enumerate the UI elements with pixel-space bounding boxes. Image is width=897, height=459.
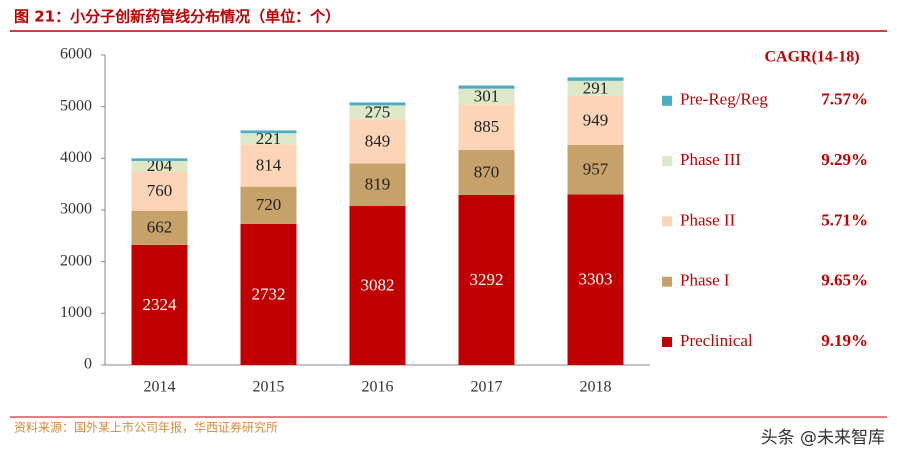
legend-swatch (662, 337, 672, 347)
y-tick-label: 2000 (60, 252, 92, 269)
x-tick-label: 2017 (471, 379, 503, 396)
y-tick-label: 3000 (60, 201, 92, 218)
legend-swatch (662, 276, 672, 287)
bar-segment (240, 223, 297, 365)
value-label: 662 (147, 218, 173, 237)
bar-segment (567, 95, 624, 145)
cagr-value: 9.29% (821, 150, 868, 169)
value-label: 291 (583, 78, 609, 97)
legend-swatch (662, 216, 672, 227)
bar-segment (458, 104, 515, 150)
bar-segment (349, 119, 406, 164)
cagr-value: 9.65% (821, 271, 868, 290)
cagr-header: CAGR(14-18) (764, 49, 859, 66)
value-label: 885 (474, 117, 500, 136)
bar-segment (131, 244, 188, 365)
y-tick-label: 5000 (60, 97, 92, 114)
legend-label: Preclinical (680, 331, 753, 350)
value-label: 957 (583, 160, 609, 179)
bar-segment (567, 194, 624, 365)
x-tick-label: 2015 (253, 379, 285, 396)
x-tick-label: 2014 (144, 379, 176, 396)
x-tick-label: 2018 (580, 379, 612, 396)
cagr-value: 7.57% (821, 90, 868, 109)
y-tick-label: 6000 (60, 46, 92, 63)
bar-segment (458, 85, 515, 89)
cagr-value: 5.71% (821, 210, 868, 229)
value-label: 221 (256, 129, 282, 148)
bar-segment (349, 163, 406, 206)
bar-segment (458, 149, 515, 195)
value-label: 949 (583, 110, 609, 129)
y-tick-label: 0 (84, 356, 92, 373)
x-tick-label: 2016 (362, 379, 394, 396)
value-label: 3082 (361, 275, 395, 294)
legend-swatch (662, 95, 672, 106)
legend-label: Phase I (680, 271, 730, 290)
value-label: 870 (474, 162, 500, 181)
bar-segment (240, 130, 297, 134)
y-tick-label: 4000 (60, 149, 92, 166)
source-note: 资料来源：国外某上市公司年报，华西证券研究所 (14, 420, 278, 435)
bar-segment (349, 105, 406, 120)
bar-segment (567, 144, 624, 195)
value-label: 2732 (252, 284, 286, 303)
bar-segment (567, 80, 624, 96)
value-label: 760 (147, 181, 173, 200)
value-label: 301 (474, 86, 500, 105)
value-label: 2324 (143, 295, 178, 314)
bar-segment (131, 160, 188, 172)
value-label: 275 (365, 102, 391, 121)
value-label: 720 (256, 195, 282, 214)
chart-title: 图 21：小分子创新药管线分布情况（单位：个） (14, 8, 340, 26)
bar-segment (240, 186, 297, 224)
watermark: 头条 @未来智库 (761, 428, 885, 448)
value-label: 814 (256, 156, 282, 175)
value-label: 3303 (579, 270, 613, 289)
bar-segment (567, 77, 624, 81)
bar-segment (131, 210, 188, 245)
bar-segment (131, 171, 188, 211)
bar-segment (349, 102, 406, 106)
legend-label: Pre-Reg/Reg (680, 90, 768, 109)
bar-segment (458, 88, 515, 105)
bar-segment (458, 194, 515, 365)
bar-segment (131, 158, 188, 161)
legend-swatch (662, 156, 672, 167)
bar-segment (240, 133, 297, 145)
bar-segment (349, 205, 406, 365)
value-label: 849 (365, 131, 391, 150)
cagr-value: 9.19% (821, 331, 868, 350)
y-tick-label: 1000 (60, 304, 92, 321)
value-label: 819 (365, 175, 391, 194)
legend-label: Phase II (680, 210, 736, 229)
legend-label: Phase III (680, 150, 741, 169)
bar-segment (240, 144, 297, 187)
value-label: 3292 (470, 270, 504, 289)
